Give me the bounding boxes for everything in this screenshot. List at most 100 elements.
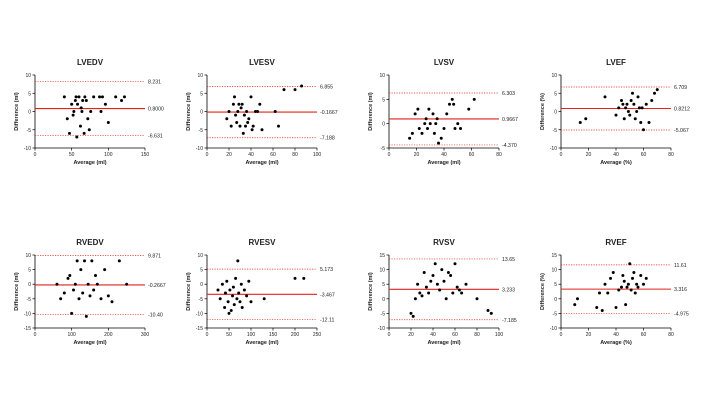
y-tick-label: 5 xyxy=(200,268,203,274)
data-point xyxy=(642,128,645,132)
data-point xyxy=(449,273,453,277)
data-point xyxy=(448,102,451,106)
data-point xyxy=(83,259,86,263)
data-point xyxy=(628,262,632,266)
data-point xyxy=(78,124,82,128)
y-axis-label: Difference (ml) xyxy=(368,272,374,311)
lower-loa-label: -6.631 xyxy=(148,134,163,140)
y-tick-label: 15 xyxy=(379,253,385,259)
data-point xyxy=(103,102,107,106)
y-tick-label: 15 xyxy=(551,253,557,259)
x-tick-label: 150 xyxy=(269,332,278,338)
data-point xyxy=(614,306,618,310)
data-point xyxy=(260,128,264,132)
data-point xyxy=(636,95,640,99)
chart-title: RVESV xyxy=(249,238,277,247)
data-point xyxy=(411,314,415,318)
data-point xyxy=(73,282,77,286)
data-point xyxy=(418,291,422,295)
data-point xyxy=(90,259,94,263)
data-point xyxy=(416,282,420,286)
x-tick-label: 80 xyxy=(668,152,674,158)
data-point xyxy=(598,291,601,295)
data-point xyxy=(88,294,92,298)
data-point xyxy=(636,285,640,289)
data-point xyxy=(424,285,428,289)
data-point xyxy=(611,271,615,275)
data-point xyxy=(73,99,77,103)
x-tick-label: 60 xyxy=(270,152,276,158)
data-point xyxy=(639,120,643,124)
y-tick-label: 0 xyxy=(28,110,31,116)
data-point xyxy=(100,95,104,99)
lower-loa-label: -4.370 xyxy=(502,143,517,149)
data-point xyxy=(429,279,433,283)
data-point xyxy=(444,297,448,301)
y-tick-label: 0 xyxy=(200,110,203,116)
data-point xyxy=(231,285,235,289)
y-tick-label: -10 xyxy=(196,146,203,152)
y-tick-label: 5 xyxy=(28,91,31,97)
data-point xyxy=(475,297,479,301)
y-tick-label: 10 xyxy=(25,73,31,79)
data-point xyxy=(431,273,435,277)
data-point xyxy=(240,306,244,310)
y-tick-label: 5 xyxy=(554,91,557,97)
x-tick-label: 0 xyxy=(388,332,391,338)
upper-loa-label: 6.303 xyxy=(502,91,515,97)
data-point xyxy=(624,303,628,307)
x-tick-label: 20 xyxy=(414,152,420,158)
data-point xyxy=(631,276,634,280)
data-point xyxy=(456,122,460,126)
x-tick-label: 0 xyxy=(34,332,37,338)
mean-bias-label: 0.9667 xyxy=(502,117,518,123)
data-point xyxy=(236,110,240,113)
x-axis-label: Average (ml) xyxy=(73,340,106,346)
lower-loa-label: -5.067 xyxy=(674,128,689,134)
data-point xyxy=(578,120,582,124)
data-point xyxy=(89,110,93,113)
y-tick-label: 5 xyxy=(382,282,385,288)
data-point xyxy=(251,124,255,128)
data-point xyxy=(226,300,230,304)
x-axis-label: Average (ml) xyxy=(73,160,106,166)
lower-loa-label: -7.185 xyxy=(502,318,517,324)
data-point xyxy=(234,113,238,117)
data-point xyxy=(262,297,266,301)
data-point xyxy=(653,91,656,95)
chart-title: LVSV xyxy=(434,58,455,67)
data-point xyxy=(239,106,243,110)
x-tick-label: 100 xyxy=(313,152,322,158)
data-point xyxy=(632,271,636,275)
data-point xyxy=(631,91,634,95)
data-point xyxy=(225,279,229,283)
data-point xyxy=(216,288,220,292)
data-point xyxy=(70,311,74,315)
x-tick-label: 20 xyxy=(226,152,232,158)
x-tick-label: 150 xyxy=(141,152,150,158)
data-point xyxy=(472,97,476,101)
data-point xyxy=(83,95,87,99)
y-tick-label: 10 xyxy=(379,268,385,274)
y-tick-label: 0 xyxy=(200,282,203,288)
data-point xyxy=(242,288,246,292)
data-point xyxy=(453,262,457,266)
data-point xyxy=(621,273,625,277)
x-tick-label: 80 xyxy=(474,332,480,338)
data-point xyxy=(71,113,75,117)
data-point xyxy=(650,99,654,103)
data-point xyxy=(235,297,239,301)
x-tick-label: 100 xyxy=(104,152,113,158)
mean-bias-label: 3.233 xyxy=(502,287,515,293)
data-point xyxy=(237,102,241,106)
data-point xyxy=(227,311,231,315)
data-point xyxy=(434,122,438,126)
y-tick-label: -10 xyxy=(196,311,203,317)
data-point xyxy=(75,259,79,263)
data-point xyxy=(273,110,277,113)
chart-title: RVEDV xyxy=(76,238,104,247)
x-tick-label: 250 xyxy=(313,332,322,338)
upper-loa-label: 6.855 xyxy=(320,84,333,90)
